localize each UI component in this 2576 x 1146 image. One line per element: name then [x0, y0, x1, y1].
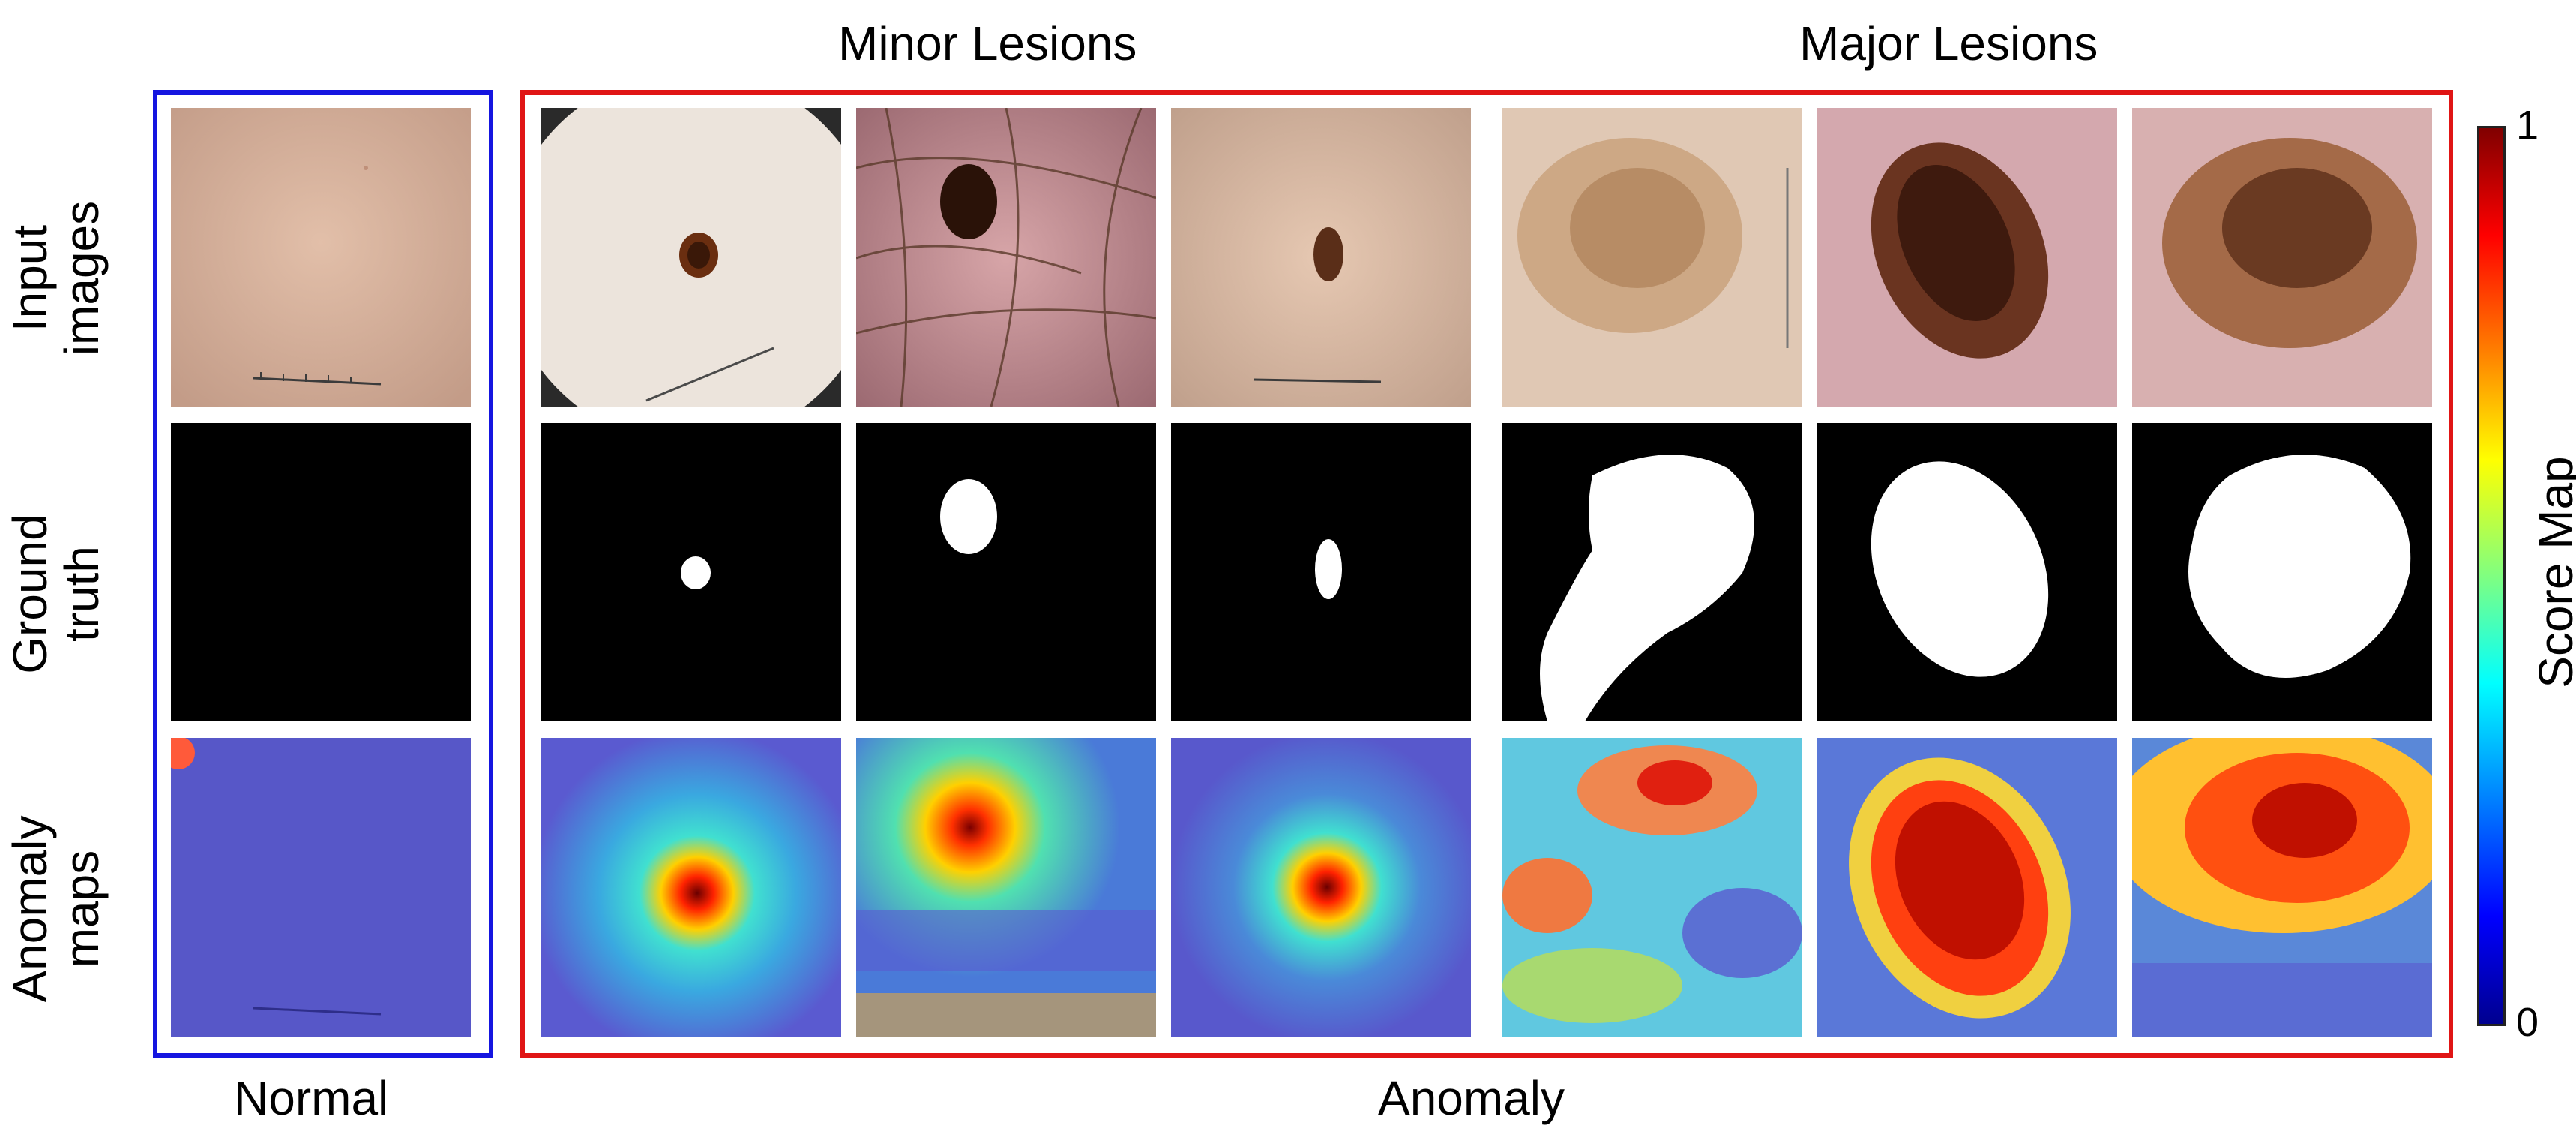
minor-lesions-header: Minor Lesions [838, 16, 1137, 70]
ground-truth-normal [171, 423, 471, 722]
row-label-line: Anomaly [3, 815, 57, 1003]
row-label-line: Input [3, 224, 57, 332]
anomaly-map-major-2 [1817, 738, 2117, 1036]
row-label-anomaly-maps: Anomaly maps [3, 812, 109, 1006]
colorbar-max-label: 1 [2516, 103, 2539, 148]
anomaly-map-major-1 [1502, 738, 1802, 1036]
anomaly-map-normal [171, 738, 471, 1036]
anomaly-map-minor-1 [541, 738, 841, 1036]
anomaly-map-minor-2 [856, 738, 1156, 1036]
anomaly-frame [520, 90, 2453, 1058]
row-label-input-images: Input images [3, 181, 109, 376]
input-image-minor-2 [856, 108, 1156, 406]
ground-truth-minor-1 [541, 423, 841, 722]
input-image-major-1 [1502, 108, 1802, 406]
anomaly-map-major-3 [2132, 738, 2432, 1036]
ground-truth-minor-2 [856, 423, 1156, 722]
ground-truth-major-1 [1502, 423, 1802, 722]
normal-frame [153, 90, 493, 1058]
ground-truth-major-3 [2132, 423, 2432, 722]
colorbar-label: Score Map [2529, 456, 2576, 688]
input-image-major-3 [2132, 108, 2432, 406]
input-image-minor-3 [1171, 108, 1471, 406]
input-image-normal [171, 108, 471, 406]
row-label-ground-truth: Ground truth [3, 496, 109, 692]
score-map-colorbar [2477, 126, 2506, 1026]
ground-truth-major-2 [1817, 423, 2117, 722]
anomaly-footer: Anomaly [1378, 1071, 1565, 1125]
row-label-line: maps [55, 850, 109, 968]
row-label-line: truth [55, 545, 109, 643]
ground-truth-minor-3 [1171, 423, 1471, 722]
anomaly-map-minor-3 [1171, 738, 1471, 1036]
input-image-major-2 [1817, 108, 2117, 406]
normal-footer: Normal [234, 1071, 389, 1125]
major-lesions-header: Major Lesions [1799, 16, 2098, 70]
row-label-line: images [55, 200, 109, 356]
input-image-minor-1 [541, 108, 841, 406]
colorbar-min-label: 0 [2516, 1000, 2539, 1045]
row-label-line: Ground [3, 514, 57, 674]
